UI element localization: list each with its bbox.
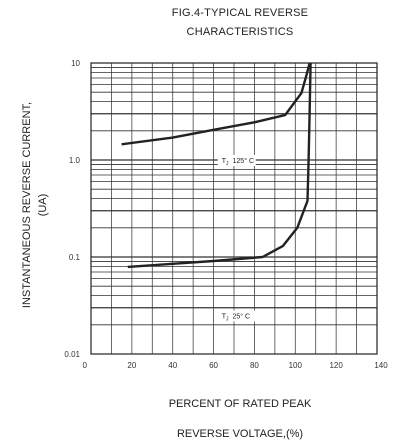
curve-series-1 [121,62,311,146]
x-axis-label-line-2: REVERSE VOLTAGE,(%) [176,428,304,440]
y-tick-label: 10 [71,59,80,68]
x-tick-label: 80 [250,361,259,370]
chart-curves [121,62,312,269]
curve-series-2 [127,62,312,269]
plot-frame [90,62,378,355]
x-tick-labels: 0 20 40 60 80 100 120 140 [83,361,389,370]
x-tick-label: 0 [83,361,88,370]
chart-grid [91,63,377,354]
x-tick-label: 20 [127,361,136,370]
y-tick-label: 1.0 [69,156,81,165]
y-tick-labels: 0.01 0.1 1.0 10 [64,59,80,359]
curve-label-background [217,310,256,322]
y-axis-label-line-1: INSTANTANEOUS REVERSE CURRENT, [21,102,33,308]
curve-label-2: TJ 25° C [222,312,250,322]
x-tick-label: 60 [209,361,218,370]
x-tick-label: 40 [168,361,177,370]
y-tick-label: 0.01 [64,350,80,359]
y-tick-label: 0.1 [69,253,81,262]
curve-label-background [217,155,256,166]
y-axis-label-line-2: (UA) [37,194,49,217]
x-tick-label: 120 [329,361,343,370]
x-tick-label: 140 [374,361,388,370]
curve-label-1: TJ 125° C [222,157,254,167]
chart-title-line-1: FIG.4-TYPICAL REVERSE [171,7,309,19]
chart-title-line-2: CHARACTERISTICS [186,26,294,38]
x-tick-label: 100 [289,361,303,370]
curve-labels: TJ 125° C TJ 25° C [217,155,256,322]
x-axis-label-line-1: PERCENT OF RATED PEAK [168,398,312,410]
